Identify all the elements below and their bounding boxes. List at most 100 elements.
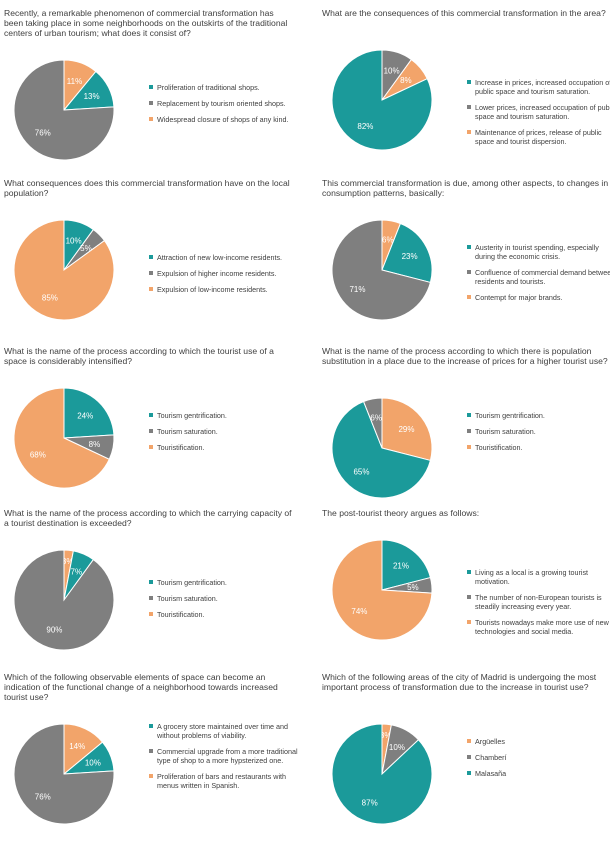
legend-label: Replacement by tourism oriented shops.	[157, 99, 286, 108]
pie-slice	[381, 397, 433, 462]
slice-value-label: 21%	[393, 562, 409, 571]
slice-value-label: 10%	[85, 759, 101, 768]
slice-value-label: 65%	[353, 467, 369, 476]
legend-item: Touristification.	[467, 443, 610, 452]
slice-value-label: 7%	[71, 568, 83, 577]
slice-value-label: 90%	[46, 625, 62, 634]
legend-label: Malasaña	[475, 769, 507, 778]
slice-value-label: 82%	[357, 122, 373, 131]
legend-swatch	[467, 620, 471, 624]
legend-swatch	[149, 724, 153, 728]
legend-label: Touristification.	[475, 443, 523, 452]
legend-item: Expulsion of low-income residents.	[149, 285, 299, 294]
legend-label: Touristification.	[157, 610, 205, 619]
legend-item: A grocery store maintained over time and…	[149, 722, 299, 740]
legend-swatch	[149, 596, 153, 600]
legend-label: Touristification.	[157, 443, 205, 452]
slice-value-label: 5%	[407, 583, 419, 592]
legend-item: Austerity in tourist spending, especiall…	[467, 243, 610, 261]
question-title: What is the name of the process accordin…	[4, 346, 274, 366]
slice-value-label: 24%	[77, 411, 93, 420]
pie-slice	[381, 222, 433, 284]
pie-slice	[13, 219, 115, 321]
legend-item: Argüelles	[467, 737, 610, 746]
slice-value-label: 13%	[84, 92, 100, 101]
pie-slice	[13, 387, 110, 489]
slice-value-label: 14%	[69, 742, 85, 751]
legend-item: Malasaña	[467, 769, 610, 778]
question-title: This commercial transformation is due, a…	[322, 178, 609, 198]
pie-chart: 29% 65% 6%	[331, 397, 433, 499]
legend-item: Living as a local is a growing tourist m…	[467, 568, 610, 586]
legend-swatch	[149, 445, 153, 449]
legend-label: Confluence of commercial demand between …	[475, 268, 610, 286]
slice-value-label: 76%	[35, 793, 51, 802]
slice-value-label: 85%	[42, 294, 58, 303]
question-title: What is the name of the process accordin…	[322, 346, 608, 366]
slice-value-label: 29%	[398, 425, 414, 434]
legend: Argüelles Chamberí Malasaña	[467, 737, 610, 785]
legend-item: Tourism saturation.	[149, 594, 299, 603]
legend-label: Proliferation of bars and restaurants wi…	[157, 772, 287, 790]
legend-label: Tourism saturation.	[157, 594, 218, 603]
pie-slice	[13, 59, 115, 161]
legend-swatch	[467, 755, 471, 759]
pie-chart: 14%10% 76%	[13, 723, 115, 825]
legend-item: The number of non-European tourists is s…	[467, 593, 610, 611]
slice-value-label: 87%	[362, 798, 378, 807]
pie-chart: 10%8% 82%	[331, 49, 433, 151]
question-title: What consequences does this commercial t…	[4, 178, 290, 198]
legend-label: Widespread closure of shops of any kind.	[157, 115, 289, 124]
pie-chart: 3% 10% 87%	[331, 723, 433, 825]
legend-item: Commercial upgrade from a more tradition…	[149, 747, 299, 765]
pie-slice	[331, 723, 433, 825]
legend-item: Tourists nowadays make more use of new t…	[467, 618, 610, 636]
legend: Proliferation of traditional shops. Repla…	[149, 83, 299, 131]
legend-item: Tourism gentrification.	[467, 411, 610, 420]
legend: Austerity in tourist spending, especiall…	[467, 243, 610, 309]
legend: Living as a local is a growing tourist m…	[467, 568, 610, 643]
slice-value-label: 6%	[382, 236, 394, 245]
slice-value-label: 76%	[35, 129, 51, 138]
slice-value-label: 5%	[80, 244, 92, 253]
legend-swatch	[467, 595, 471, 599]
legend-item: Replacement by tourism oriented shops.	[149, 99, 299, 108]
slice-value-label: 3%	[62, 557, 74, 566]
legend-item: Chamberí	[467, 753, 610, 762]
legend-label: Chamberí	[475, 753, 507, 762]
legend-label: Tourism saturation.	[475, 427, 536, 436]
legend-item: Attraction of new low-income residents.	[149, 253, 299, 262]
legend-swatch	[149, 85, 153, 89]
legend-item: Tourism saturation.	[467, 427, 610, 436]
legend-swatch	[149, 580, 153, 584]
question-title: What are the consequences of this commer…	[322, 8, 606, 18]
question-title: What is the name of the process accordin…	[4, 508, 292, 528]
legend-item: Confluence of commercial demand between …	[467, 268, 610, 286]
pie-chart: 24% 8% 68%	[13, 387, 115, 489]
legend-swatch	[467, 130, 471, 134]
legend-item: Tourism saturation.	[149, 427, 299, 436]
legend-label: Expulsion of higher income residents.	[157, 269, 277, 278]
pie-chart-panel: What are the consequences of this commer…	[322, 8, 610, 176]
pie-chart: 10%5% 85%	[13, 219, 115, 321]
legend-swatch	[149, 117, 153, 121]
slice-value-label: 10%	[389, 743, 405, 752]
pie-chart-panel: The post-tourist theory argues as follow…	[322, 508, 610, 676]
legend-label: Proliferation of traditional shops.	[157, 83, 260, 92]
question-title: Which of the following observable elemen…	[4, 672, 278, 702]
legend-label: Expulsion of low-income residents.	[157, 285, 268, 294]
pie-slice	[331, 219, 432, 321]
pie-chart-panel: Which of the following areas of the city…	[322, 672, 610, 840]
legend-swatch	[467, 245, 471, 249]
legend-item: Increase in prices, increased occupation…	[467, 78, 610, 96]
legend-label: Living as a local is a growing tourist m…	[475, 568, 589, 586]
pie-slice	[63, 387, 115, 439]
legend-swatch	[149, 774, 153, 778]
legend-label: Tourism saturation.	[157, 427, 218, 436]
legend-item: Tourism gentrification.	[149, 578, 299, 587]
legend-label: Argüelles	[475, 737, 505, 746]
legend-swatch	[467, 739, 471, 743]
slice-value-label: 23%	[402, 252, 418, 261]
legend-item: Contempt for major brands.	[467, 293, 610, 302]
legend: A grocery store maintained over time and…	[149, 722, 299, 797]
